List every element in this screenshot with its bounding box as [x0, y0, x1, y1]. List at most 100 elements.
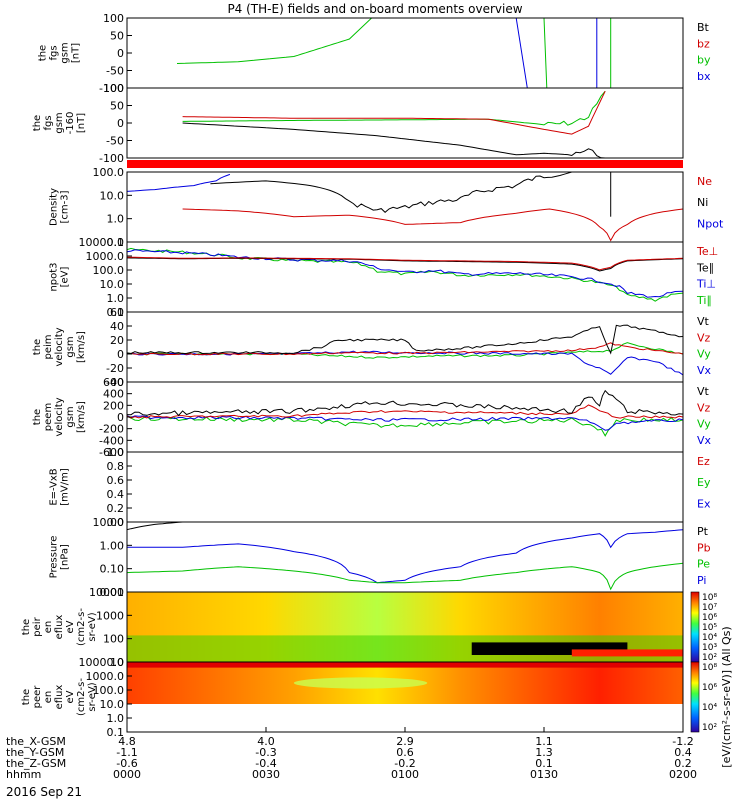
y-axis-label: Pressure — [49, 536, 60, 579]
y-tick-label: 100 — [103, 633, 124, 646]
legend-Ti⊥: Ti⊥ — [696, 278, 716, 291]
y-tick-label: 1.00 — [100, 539, 125, 552]
axis-value: 4.8 — [118, 735, 136, 748]
y-tick-label: 10.0 — [100, 698, 125, 711]
y-tick-label: -50 — [106, 65, 124, 78]
y-tick-label: 60 — [110, 306, 124, 319]
y-axis-label: fgs — [49, 45, 60, 60]
panel-efield: Ez Ey Ex 1.00.80.60.40.20.0 E=-VxB [mV/m] — [49, 446, 711, 529]
colorbar-tick-label: 10⁴ — [702, 703, 717, 713]
panel-frame — [126, 241, 684, 313]
legend-Vy: Vy — [697, 348, 711, 361]
y-axis-label: eV — [65, 620, 76, 633]
y-axis-label: [nT] — [76, 113, 87, 133]
y-axis-label: (cm2-s- — [76, 608, 87, 646]
panel-fgs: Bt bz by bx 100 50 0 -50 -100 the fgs gsm [nT] — [38, 12, 711, 95]
legend-Ti∥: Ti∥ — [696, 294, 712, 307]
panel-pressure: Pt Pb Pe Pi 10.00 1.00 0.10 0.01 Pressure [nPa] — [49, 516, 711, 599]
axis-value: 0030 — [252, 768, 280, 781]
axis-value: 0.6 — [396, 746, 414, 759]
axis-value: 0.4 — [674, 746, 692, 759]
footer-date: 2016 Sep 21 — [6, 785, 82, 799]
legend-Pt: Pt — [697, 525, 709, 538]
axis-value: 0.1 — [535, 757, 553, 770]
legend-Te⊥: Te⊥ — [696, 245, 718, 258]
y-tick-label: 1.0 — [107, 712, 125, 725]
y-tick-label: 0.0 — [107, 516, 125, 529]
y-tick-label: 20 — [110, 334, 124, 347]
y-axis-label: the — [21, 689, 32, 705]
legend-Ey: Ey — [697, 476, 711, 489]
y-axis-label: en — [43, 691, 54, 704]
y-tick-label: 1.0 — [107, 292, 125, 305]
y-tick-label: 10000.0 — [79, 656, 125, 669]
axis-value: -0.6 — [116, 757, 137, 770]
y-tick-label: -20 — [106, 362, 124, 375]
panel-temp: Te⊥Te∥Ti⊥Ti∥10000.01000.0100.010.01.00.1… — [49, 236, 719, 319]
legend-Bt: Bt — [697, 21, 710, 34]
y-tick-label: 0.1 — [107, 306, 125, 319]
y-axis-label: the — [21, 619, 32, 635]
series-Vx — [127, 415, 683, 431]
y-tick-label: 10 — [110, 656, 124, 669]
y-axis-label: the — [32, 115, 43, 131]
series-Vt — [127, 324, 683, 355]
series-bz — [182, 90, 606, 135]
axis-value: -0.2 — [394, 757, 415, 770]
y-tick-label: 100 — [103, 12, 124, 25]
axis-value: -1.1 — [116, 746, 137, 759]
panel-frame — [126, 381, 684, 453]
y-tick-label: 0.4 — [107, 488, 125, 501]
legend-Pb: Pb — [697, 541, 711, 554]
heatmap-band — [127, 662, 683, 668]
legend-Ne: Ne — [697, 175, 712, 188]
y-axis-label: gsm — [60, 42, 71, 63]
y-tick-label: 1000.0 — [86, 250, 125, 263]
y-tick-label: 0.01 — [100, 586, 125, 599]
colorbar-tick-label: 10⁴ — [702, 633, 717, 643]
series-Ne — [182, 208, 683, 242]
colorbar-unit-label: [eV/(cm²-s-sr-eV)] (All Qs) — [720, 626, 733, 767]
y-axis-label: (cm2-s- — [76, 678, 87, 716]
y-tick-label: 0 — [117, 411, 124, 424]
series-Te⊥ — [127, 256, 683, 271]
y-axis-label: sr-eV) — [87, 612, 98, 641]
y-tick-label: 0.10 — [100, 563, 125, 576]
y-tick-label: 10.0 — [100, 189, 125, 202]
y-tick-label: 100.0 — [93, 684, 125, 697]
y-axis-label: peim — [43, 334, 54, 359]
axis-row-label: the_Z-GSM — [6, 757, 66, 770]
panel-spec_ele: 10⁸ 10⁶ 10⁴ 10² 10000.01000.0100.010.01.00.1… — [21, 656, 717, 739]
legend-Pe: Pe — [697, 558, 710, 571]
axis-value: 2.9 — [396, 735, 414, 748]
y-tick-label: -100 — [99, 82, 124, 95]
legend-Ni: Ni — [697, 196, 708, 209]
series-Vy — [127, 415, 683, 437]
y-axis-label: eflux — [54, 685, 65, 710]
legend-Pi: Pi — [697, 574, 706, 587]
y-axis-label: npot3 — [49, 262, 60, 291]
y-axis-label: peer — [32, 685, 43, 709]
series-Vz — [127, 404, 683, 419]
y-axis-label: sr-eV) — [87, 682, 98, 711]
series-Pi — [127, 529, 683, 584]
y-axis-label: [eV] — [60, 267, 71, 288]
series-bx — [515, 18, 528, 88]
y-axis-label: the — [38, 45, 49, 61]
y-axis-label: eflux — [54, 615, 65, 640]
axis-value: 1.3 — [535, 746, 553, 759]
y-tick-label: 600 — [103, 376, 124, 389]
y-axis-label: [km/s] — [76, 331, 87, 363]
y-tick-label: 1.0 — [107, 446, 125, 459]
axis-value: 0000 — [113, 768, 141, 781]
y-axis-label: fgs — [43, 115, 54, 130]
series-Pe — [127, 562, 683, 591]
axis-value: 4.0 — [257, 735, 275, 748]
figure-title: P4 (TH-E) fields and on-board moments ov… — [227, 2, 522, 16]
y-axis-label: gsm — [65, 336, 76, 357]
y-tick-label: 100.0 — [93, 264, 125, 277]
